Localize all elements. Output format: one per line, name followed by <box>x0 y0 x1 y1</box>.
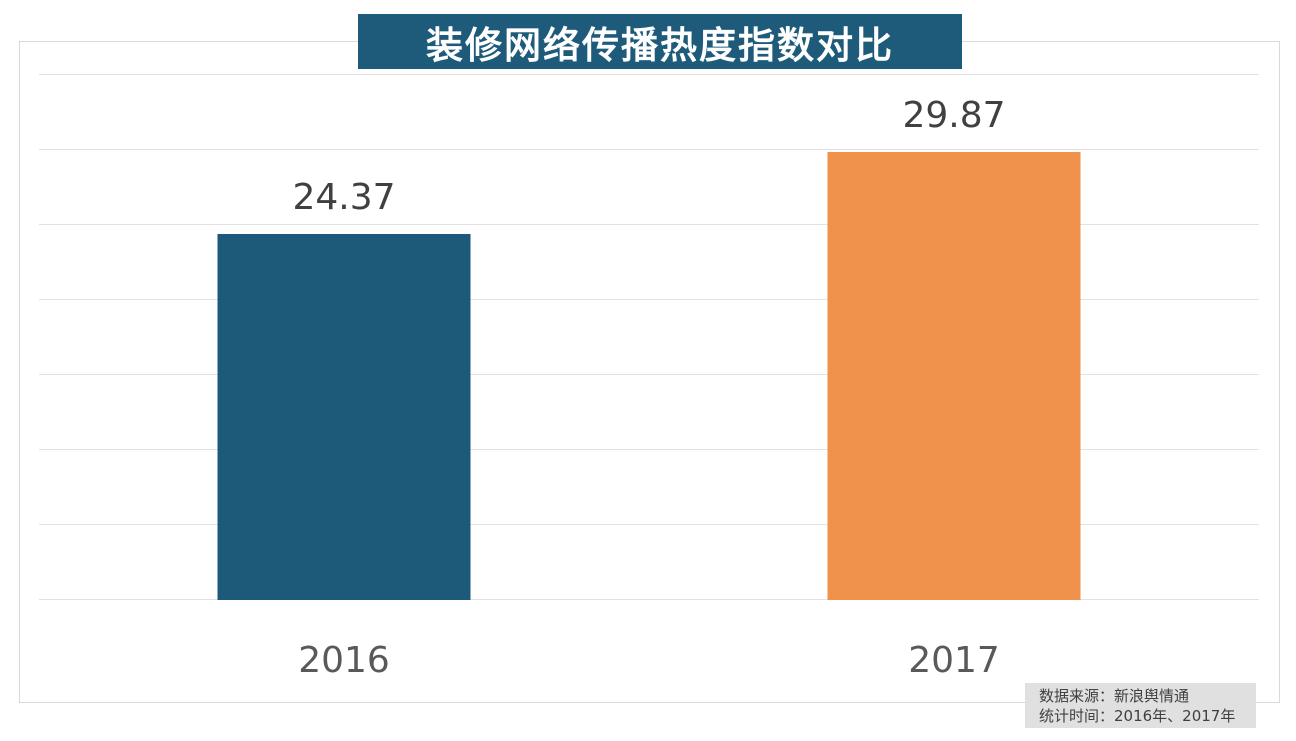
chart-title: 装修网络传播热度指数对比 <box>426 23 894 67</box>
bar-value-label-2017: 29.87 <box>902 94 1006 136</box>
x-axis-label-2016: 2016 <box>298 640 390 681</box>
bar-2016 <box>217 234 471 600</box>
gridline <box>39 224 1259 225</box>
gridline <box>39 599 1259 600</box>
gridlines <box>39 74 1259 600</box>
gridline <box>39 149 1259 150</box>
bar-value-label-2016: 24.37 <box>292 177 396 219</box>
x-axis-label-2017: 2017 <box>908 640 1000 681</box>
gridline <box>39 374 1259 375</box>
plot-area: 24.37 2016 29.87 2017 <box>39 74 1259 679</box>
source-note: 数据来源：新浪舆情通 统计时间：2016年、2017年 <box>1025 683 1256 728</box>
source-note-line-2: 统计时间：2016年、2017年 <box>1039 707 1236 725</box>
gridline <box>39 449 1259 450</box>
gridline <box>39 524 1259 525</box>
chart-title-banner: 装修网络传播热度指数对比 <box>358 14 962 69</box>
gridline <box>39 299 1259 300</box>
bar-slot-2017: 29.87 2017 <box>649 75 1259 679</box>
bar-2017 <box>827 151 1081 600</box>
source-note-line-1: 数据来源：新浪舆情通 <box>1039 687 1190 705</box>
bars-container: 24.37 2016 29.87 2017 <box>39 75 1259 679</box>
bar-slot-2016: 24.37 2016 <box>39 75 649 679</box>
gridline <box>39 74 1259 75</box>
